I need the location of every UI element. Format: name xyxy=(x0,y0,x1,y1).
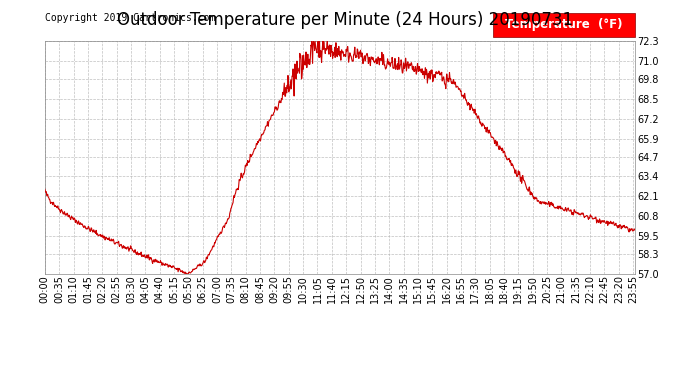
Text: Copyright 2019 Cartronics.com: Copyright 2019 Cartronics.com xyxy=(45,13,215,22)
Text: Temperature  (°F): Temperature (°F) xyxy=(505,18,623,32)
Text: Outdoor Temperature per Minute (24 Hours) 20190731: Outdoor Temperature per Minute (24 Hours… xyxy=(117,11,573,29)
FancyBboxPatch shape xyxy=(493,13,635,37)
